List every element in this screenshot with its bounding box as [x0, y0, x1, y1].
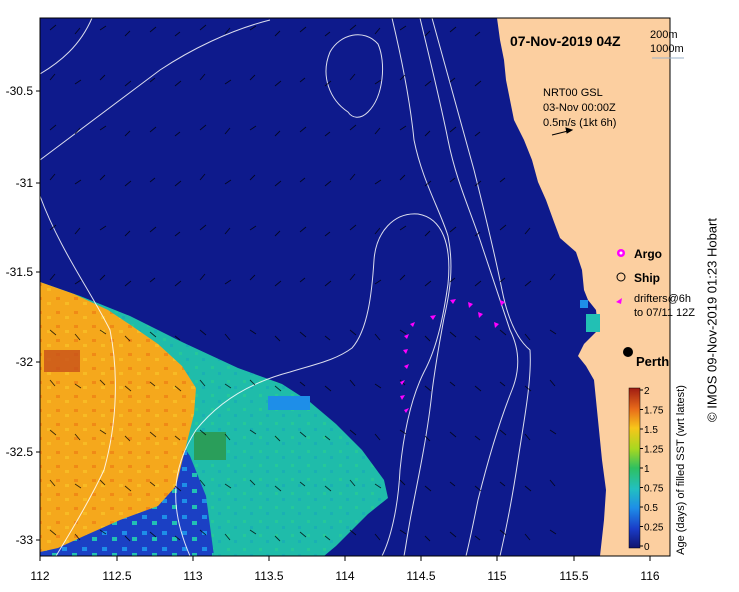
- y-tick-label: -30.5: [6, 84, 34, 98]
- bathymetry-contours: [40, 18, 531, 556]
- x-tick-label: 113.5: [254, 569, 283, 583]
- coastal-patch: [586, 314, 600, 332]
- current-info-line: 0.5m/s (1kt 6h): [543, 117, 616, 129]
- y-tick-label: -33: [16, 533, 34, 547]
- colorbar-tick-label: 0.25: [644, 523, 664, 534]
- legend-drifters-label: to 07/11 12Z: [634, 307, 695, 319]
- x-axis: 112 112.5 113 113.5 114 114.5 115 115.5 116: [30, 556, 660, 583]
- colorbar-tick-label: 2: [644, 386, 650, 397]
- map-title: 07-Nov-2019 04Z: [510, 33, 621, 49]
- colorbar-tick-label: 0.75: [644, 484, 664, 495]
- colorbar-tick-label: 1.75: [644, 406, 664, 417]
- colorbar-tick-label: 0: [644, 542, 650, 553]
- colorbar-tick-label: 0.5: [644, 503, 658, 514]
- depth-label-200m: 200m: [650, 29, 678, 41]
- current-info-line: 03-Nov 00:00Z: [543, 102, 616, 114]
- y-tick-label: -31.5: [6, 265, 34, 279]
- arrow-icon: [551, 127, 574, 136]
- land-area: [497, 18, 670, 556]
- drifter-icon: [616, 298, 622, 304]
- coastal-patch: [580, 300, 588, 308]
- depth-label-1000m: 1000m: [650, 43, 684, 55]
- legend-argo-label: Argo: [634, 247, 662, 261]
- current-vectors: [49, 24, 557, 542]
- x-tick-label: 115: [487, 569, 506, 583]
- current-info-line: NRT00 GSL: [543, 87, 603, 99]
- x-tick-label: 112: [30, 569, 49, 583]
- colorbar-tick-label: 1.25: [644, 445, 664, 456]
- x-tick-label: 115.5: [559, 569, 588, 583]
- colorbar-tick-label: 1.5: [644, 425, 658, 436]
- x-tick-label: 113: [183, 569, 202, 583]
- x-tick-label: 116: [640, 569, 659, 583]
- sst-patch-green: [194, 432, 226, 460]
- ship-icon: [616, 272, 626, 282]
- credit-text: © IMOS 09-Nov-2019 01:23 Hobart: [704, 218, 720, 422]
- colorbar-ticks: 2 1.75 1.5 1.25 1 0.75 0.5 0.25 0: [640, 386, 664, 553]
- colorbar-title: Age (days) of filled SST (wrt latest): [675, 385, 687, 555]
- colorbar-tick-label: 1: [644, 464, 650, 475]
- x-tick-label: 114: [335, 569, 354, 583]
- x-tick-label: 112.5: [102, 569, 131, 583]
- y-tick-label: -32.5: [6, 445, 34, 459]
- x-tick-label: 114.5: [406, 569, 435, 583]
- sst-region-orange: [40, 282, 196, 552]
- y-axis: -30.5 -31 -31.5 -32 -32.5 -33: [6, 84, 40, 547]
- sst-patch-bluestrip: [268, 396, 310, 410]
- colorbar: [628, 387, 641, 549]
- drifter-tracks: [400, 299, 505, 413]
- perth-marker: [623, 347, 633, 357]
- y-tick-label: -32: [16, 355, 34, 369]
- plot-frame: [39, 17, 671, 557]
- city-label-perth: Perth: [636, 354, 669, 369]
- legend-ship-label: Ship: [634, 271, 660, 285]
- y-tick-label: -31: [16, 176, 34, 190]
- legend-drifters-label: drifters@6h: [634, 293, 691, 305]
- argo-icon: [617, 249, 625, 257]
- sst-patch-red: [44, 350, 80, 372]
